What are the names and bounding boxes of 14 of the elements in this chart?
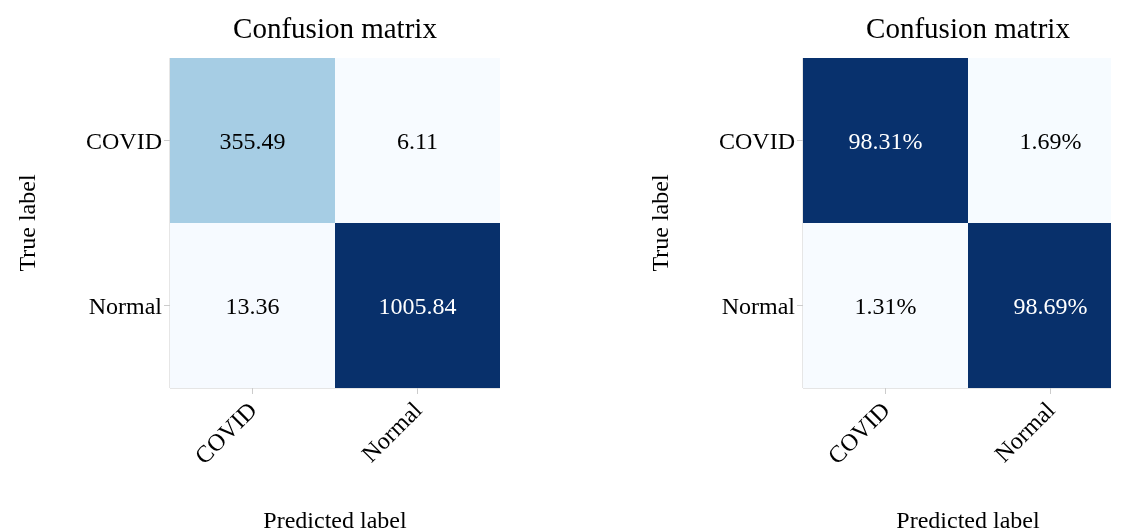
data-label: 6.11 — [396, 127, 439, 154]
x-axis-title: Predicted label — [896, 507, 1040, 529]
chart-title: Confusion matrix — [232, 12, 438, 45]
x-axis-title: Predicted label — [263, 507, 407, 529]
data-label: 13.36 — [225, 292, 280, 319]
data-label: 1.31% — [854, 292, 917, 319]
chart-title: Confusion matrix — [865, 12, 1071, 45]
y-axis-title: True label — [13, 174, 40, 272]
y-axis-title: True label — [646, 174, 673, 272]
data-label: 98.31% — [848, 127, 923, 154]
data-label: 355.49 — [219, 127, 286, 154]
data-label: 98.69% — [1013, 292, 1088, 319]
data-label: 1005.84 — [378, 292, 457, 319]
data-label: 1.69% — [1019, 127, 1082, 154]
